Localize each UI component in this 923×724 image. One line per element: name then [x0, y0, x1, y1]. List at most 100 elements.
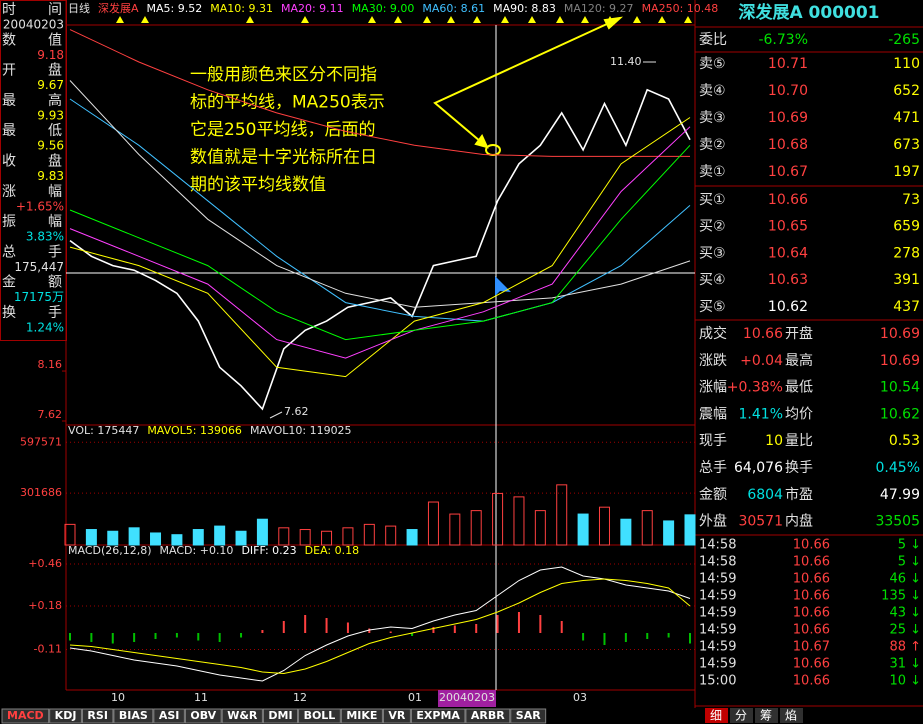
macd-bar	[90, 633, 93, 642]
marker-triangle	[684, 16, 692, 23]
macd-bar	[539, 615, 542, 633]
indicator-tab[interactable]: SAR	[510, 708, 547, 724]
quote-value: 10.69	[768, 110, 808, 126]
arrow	[433, 17, 621, 148]
tick-time: 14:58	[699, 555, 736, 570]
macd-bar	[560, 621, 563, 633]
tab-background	[81, 708, 114, 724]
indicator-label: MAVOL10: 119025	[250, 424, 352, 437]
quote-tab[interactable]: 细	[705, 708, 728, 723]
indicator-label: MA20: 9.11	[281, 2, 344, 15]
tick-time: 14:59	[699, 589, 736, 604]
macd-bar	[197, 633, 200, 641]
tab-background	[730, 708, 753, 723]
quote-label: 659	[893, 219, 920, 235]
quote-label: 391	[893, 272, 920, 288]
indicator-line	[69, 144, 691, 341]
indicator-label: MA90: 8.83	[493, 2, 556, 15]
quote-label: 市盈	[785, 486, 813, 503]
indicator-tab[interactable]: BOLL	[298, 708, 341, 724]
volume-bar	[299, 529, 311, 546]
macd-bar	[646, 633, 649, 639]
tab-label: W&R	[227, 709, 258, 722]
tab-background	[465, 708, 511, 724]
tab-background	[221, 708, 263, 724]
tick-volume: 46	[889, 572, 906, 587]
macd-bar	[175, 633, 178, 638]
tab-label: MIKE	[346, 709, 377, 722]
quote-tab[interactable]: 焰	[780, 708, 803, 724]
quote-value: 33505	[875, 514, 920, 530]
marker-triangle	[246, 16, 254, 23]
volume-bar	[150, 532, 162, 546]
marker-triangle	[528, 16, 536, 23]
volume-bar	[171, 534, 183, 546]
cursor	[495, 276, 511, 296]
tab-label: 分	[735, 709, 747, 723]
indicator-tab[interactable]: DMI	[262, 708, 299, 724]
tick-direction: ↓	[910, 657, 921, 672]
quote-tab[interactable]: 分	[730, 708, 753, 723]
annotation-text: 数值就是十字光标所在日	[190, 148, 377, 168]
quote-value: 10.69	[880, 353, 920, 369]
indicator-tab[interactable]: W&R	[221, 708, 263, 724]
indicator-tab[interactable]: ARBR	[465, 708, 511, 724]
tab-background	[340, 708, 383, 724]
quote-label: 买④	[699, 272, 726, 288]
tick-volume: 88	[889, 640, 906, 655]
macd-bar	[689, 633, 691, 644]
indicator-label: 深发展A	[98, 1, 139, 15]
volume-bar	[406, 529, 418, 546]
marker-triangle	[501, 16, 509, 23]
quote-value: 30571	[738, 514, 783, 530]
quote-label: 卖④	[699, 83, 726, 99]
marker-triangle	[394, 16, 402, 23]
quote-label: 成交	[699, 325, 727, 342]
tab-background	[382, 708, 411, 724]
indicator-tab[interactable]: MIKE	[340, 708, 383, 724]
macd-bar	[389, 631, 392, 633]
indicator-tab[interactable]: ASI	[153, 708, 185, 724]
macd-bar	[624, 633, 627, 642]
macd-bar	[346, 622, 349, 633]
quote-value: 64,076	[734, 460, 783, 476]
macd-bar	[603, 633, 606, 645]
indicator-tab[interactable]: RSI	[81, 708, 114, 724]
annotation-text: 标的平均线，MA250表示	[190, 93, 385, 113]
indicator-label: MA10: 9.31	[210, 2, 273, 15]
tab-background	[153, 708, 185, 724]
arrow-head	[474, 134, 489, 149]
tick-volume: 25	[889, 623, 906, 638]
tab-label: BOLL	[304, 709, 336, 722]
indicator-tab[interactable]: KDJ	[49, 708, 82, 724]
volume-bar	[278, 527, 290, 546]
macd-bar	[496, 615, 499, 633]
indicator-label: MA5: 9.52	[147, 2, 203, 15]
quote-label: 均价	[785, 406, 813, 422]
tab-label: KDJ	[55, 709, 77, 722]
indicator-tab[interactable]: MACD	[1, 708, 50, 724]
indicator-tab[interactable]: EXPMA	[410, 708, 466, 724]
volume-bar	[128, 527, 140, 546]
tick-direction: ↓	[910, 538, 921, 553]
macd-bar	[282, 621, 285, 633]
tick-time: 14:59	[699, 606, 736, 621]
indicator-tab[interactable]: OBV	[184, 708, 222, 724]
tab-background	[184, 708, 222, 724]
quote-tab[interactable]: 筹	[755, 708, 778, 723]
quote-value: +0.38%	[727, 380, 783, 396]
indicator-tab[interactable]: VR	[382, 708, 411, 724]
indicator-label: VOL: 175447	[68, 424, 139, 437]
tab-background	[780, 708, 803, 723]
indicator-tab[interactable]: BIAS	[113, 708, 154, 724]
tab-label: MACD	[7, 709, 44, 722]
quote-label: 开盘	[785, 325, 813, 342]
tab-background	[510, 708, 547, 724]
tick-time: 15:00	[699, 674, 736, 689]
x-tick-label: 11	[194, 691, 208, 704]
quote-label: 量比	[785, 433, 813, 449]
quote-label: 最低	[785, 380, 813, 396]
left-value: 17175万	[14, 290, 64, 304]
volume-bar	[556, 484, 568, 546]
